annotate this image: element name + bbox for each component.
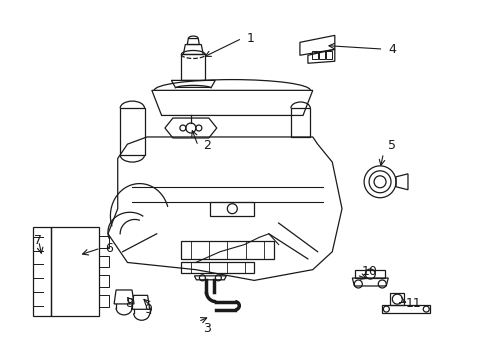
Text: 6: 6	[105, 242, 113, 255]
Text: 3: 3	[203, 322, 210, 335]
Text: 10: 10	[361, 265, 377, 278]
Text: 11: 11	[405, 297, 420, 310]
Text: 7: 7	[34, 234, 42, 247]
Text: 2: 2	[203, 139, 210, 152]
Text: 1: 1	[246, 32, 254, 45]
Text: 8: 8	[125, 297, 133, 310]
Text: 9: 9	[144, 303, 152, 316]
Text: 5: 5	[387, 139, 396, 152]
Text: 4: 4	[387, 42, 395, 55]
